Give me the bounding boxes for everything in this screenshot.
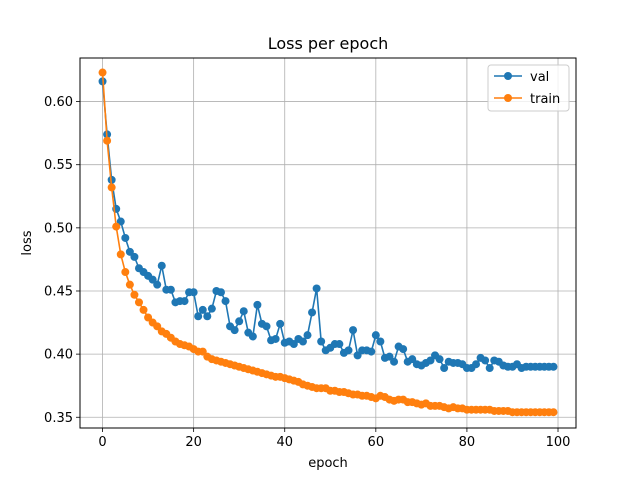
y-axis-label: loss bbox=[20, 230, 35, 255]
data-point-val bbox=[253, 300, 262, 309]
data-point-val bbox=[216, 288, 225, 297]
x-tick-label: 100 bbox=[546, 435, 571, 450]
data-point-val bbox=[239, 307, 248, 316]
data-point-train bbox=[98, 68, 107, 77]
data-point-train bbox=[139, 305, 148, 314]
data-point-val bbox=[308, 308, 317, 317]
x-tick-label: 40 bbox=[276, 435, 293, 450]
data-point-val bbox=[435, 355, 444, 364]
data-point-val bbox=[189, 288, 198, 297]
data-point-val bbox=[371, 331, 380, 340]
data-point-val bbox=[349, 326, 358, 335]
data-point-val bbox=[440, 364, 449, 373]
data-point-val bbox=[298, 337, 307, 346]
data-point-val bbox=[481, 356, 490, 365]
data-point-val bbox=[198, 305, 207, 314]
data-point-val bbox=[248, 332, 257, 341]
y-tick-label: 0.50 bbox=[44, 221, 73, 236]
x-tick-label: 0 bbox=[98, 435, 106, 450]
data-point-val bbox=[390, 357, 399, 366]
data-point-val bbox=[303, 331, 312, 340]
data-point-val bbox=[317, 337, 326, 346]
data-point-train bbox=[549, 408, 558, 417]
y-tick-label: 0.60 bbox=[44, 95, 73, 110]
series-train bbox=[98, 68, 558, 417]
data-point-val bbox=[166, 285, 175, 294]
y-tick-label: 0.35 bbox=[44, 411, 73, 426]
data-point-val bbox=[180, 297, 189, 306]
legend-marker-train bbox=[504, 94, 512, 102]
x-tick-label: 60 bbox=[368, 435, 385, 450]
data-point-val bbox=[367, 347, 376, 356]
legend-label-train: train bbox=[530, 92, 560, 107]
data-point-val bbox=[549, 362, 558, 371]
x-tick-label: 80 bbox=[459, 435, 476, 450]
x-axis-label: epoch bbox=[308, 456, 348, 471]
x-tick-label: 20 bbox=[185, 435, 202, 450]
data-point-val bbox=[472, 360, 481, 369]
y-tick-label: 0.55 bbox=[44, 158, 73, 173]
legend-label-val: val bbox=[530, 70, 549, 85]
y-tick-label: 0.40 bbox=[44, 348, 73, 363]
data-point-train bbox=[116, 250, 125, 259]
data-point-val bbox=[312, 284, 321, 293]
data-point-val bbox=[376, 337, 385, 346]
legend-marker-val bbox=[504, 72, 512, 80]
series-lines bbox=[98, 68, 558, 417]
data-point-train bbox=[112, 222, 121, 231]
data-point-val bbox=[207, 304, 216, 313]
x-axis: 0 20 40 60 80 100 bbox=[98, 428, 570, 450]
data-point-val bbox=[153, 280, 162, 289]
data-point-train bbox=[134, 298, 143, 307]
data-point-val bbox=[221, 297, 230, 306]
data-point-train bbox=[103, 136, 112, 145]
data-point-val bbox=[121, 233, 130, 242]
data-point-val bbox=[485, 364, 494, 373]
y-tick-label: 0.45 bbox=[44, 284, 73, 299]
series-val bbox=[98, 77, 558, 373]
data-point-val bbox=[271, 334, 280, 343]
data-point-train bbox=[121, 268, 130, 277]
y-axis: 0.35 0.40 0.45 0.50 0.55 0.60 bbox=[44, 95, 80, 426]
legend: val train bbox=[487, 64, 570, 112]
data-point-val bbox=[276, 319, 285, 328]
data-point-train bbox=[130, 290, 139, 299]
data-point-train bbox=[107, 183, 116, 192]
data-point-val bbox=[335, 340, 344, 349]
data-point-val bbox=[399, 345, 408, 354]
data-point-val bbox=[157, 261, 166, 270]
data-point-val bbox=[344, 346, 353, 355]
data-point-train bbox=[125, 280, 134, 289]
chart-title: Loss per epoch bbox=[268, 34, 389, 53]
data-point-val bbox=[235, 317, 244, 326]
data-point-val bbox=[130, 252, 139, 261]
data-point-val bbox=[262, 322, 271, 331]
data-point-val bbox=[194, 312, 203, 321]
data-point-val bbox=[203, 312, 212, 321]
data-point-val bbox=[230, 326, 239, 335]
plot-area-frame bbox=[79, 57, 577, 429]
